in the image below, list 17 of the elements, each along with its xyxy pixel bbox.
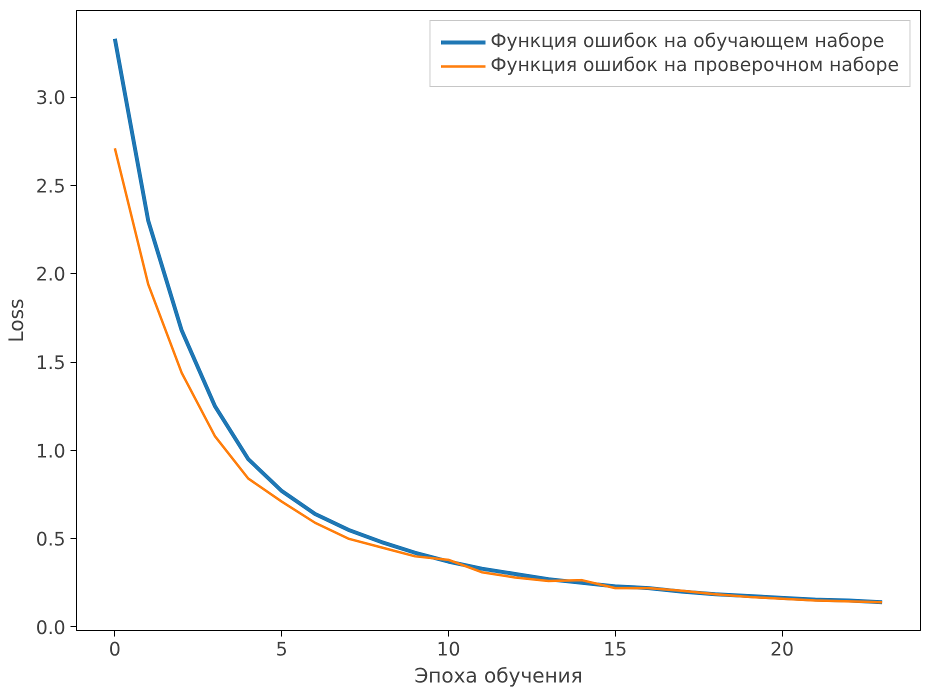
x-tick-label: 5 — [276, 640, 288, 660]
x-tick-label: 0 — [108, 640, 121, 660]
y-tick-label: 2.0 — [36, 264, 66, 286]
x-tick-label: 20 — [770, 640, 794, 660]
y-axis-title: Loss — [4, 298, 28, 342]
y-tick-label: 3.0 — [36, 88, 66, 110]
y-tick-label: 1.0 — [36, 441, 66, 462]
line-series — [114, 147, 884, 604]
x-tick-label: 10 — [436, 640, 460, 660]
legend-label: Функция ошибок на обучающем наборе — [490, 31, 884, 52]
y-tick-label: 2.5 — [36, 176, 66, 198]
y-tick-label: 1.5 — [36, 353, 66, 374]
x-tick-label: 15 — [603, 640, 628, 660]
y-tick-label: 0.0 — [36, 618, 66, 639]
x-axis-title: Эпоха обучения — [414, 664, 583, 688]
y-tick-label: 0.5 — [36, 530, 66, 551]
legend-label: Функция ошибок на проверочном наборе — [490, 55, 899, 76]
